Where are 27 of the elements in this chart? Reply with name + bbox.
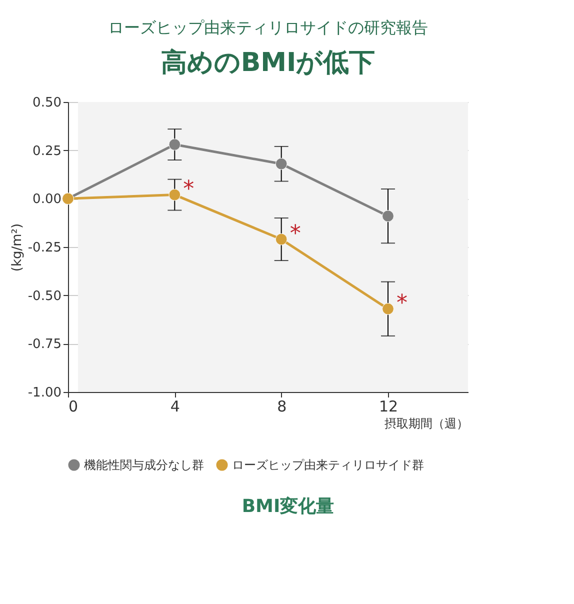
y-tick-label: -0.50 xyxy=(28,288,62,304)
chart-title: ローズヒップ由来ティリロサイドの研究報告 xyxy=(108,18,428,37)
y-tick-label: -1.00 xyxy=(28,386,62,400)
y-tick-label: 0.50 xyxy=(32,96,62,110)
point xyxy=(382,210,394,222)
y-axis-title: (kg/m²) xyxy=(10,223,25,272)
x-tick-label: 8 xyxy=(277,398,287,416)
annotation: * xyxy=(183,176,194,202)
x-axis-title: 摂取期間（週） xyxy=(384,416,468,430)
legend-label: 機能性関与成分なし群 xyxy=(84,458,204,472)
chart-subtitle: 高めのBMIが低下 xyxy=(160,48,376,78)
y-tick-label: -0.25 xyxy=(28,240,62,256)
legend-label: ローズヒップ由来ティリロサイド群 xyxy=(232,458,424,472)
x-tick-label: 0 xyxy=(68,398,78,416)
x-tick-label: 12 xyxy=(378,398,398,416)
point xyxy=(168,138,181,150)
x-tick-label: 4 xyxy=(170,398,180,416)
text: BMI変化量 xyxy=(242,496,334,517)
y-tick-label: 0.00 xyxy=(32,192,62,208)
point xyxy=(275,233,288,246)
point xyxy=(168,188,181,201)
y-tick-label: 0.25 xyxy=(32,144,62,159)
annotation: * xyxy=(290,221,301,246)
y-tick-label: -0.75 xyxy=(28,337,62,352)
point xyxy=(275,158,288,170)
point xyxy=(382,302,394,315)
annotation: * xyxy=(396,290,408,316)
